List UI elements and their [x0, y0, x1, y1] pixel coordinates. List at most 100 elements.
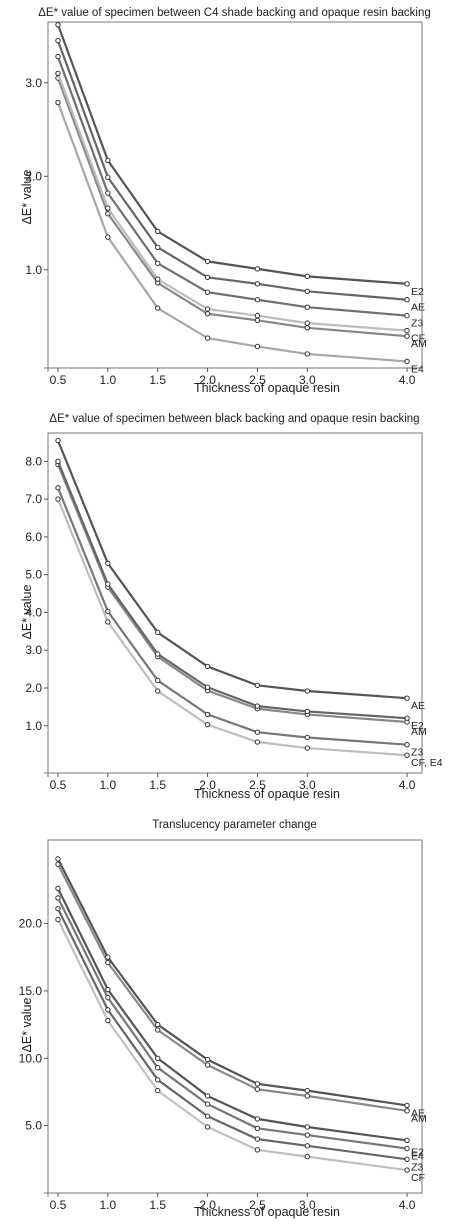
- series-line-am: [56, 463, 408, 724]
- data-point: [304, 1124, 311, 1130]
- chart-panel-black-backing: ΔE* value of specimen between black back…: [0, 405, 469, 810]
- y-tick-label: 3.0: [25, 76, 42, 90]
- series-label: AE: [411, 700, 425, 712]
- data-point: [254, 1116, 261, 1122]
- data-point: [204, 711, 211, 718]
- data-point: [155, 1055, 161, 1061]
- data-point: [304, 320, 311, 326]
- data-point: [304, 1132, 311, 1138]
- data-point: [404, 297, 410, 303]
- data-point: [155, 1064, 161, 1071]
- data-point: [404, 752, 410, 758]
- series-label: E4: [411, 1151, 424, 1163]
- data-point: [55, 496, 61, 502]
- data-point: [105, 234, 111, 240]
- series-label: E2: [411, 286, 424, 298]
- data-point: [105, 560, 111, 567]
- data-point: [105, 205, 111, 211]
- data-point: [105, 954, 111, 960]
- series-label: AM: [411, 338, 427, 350]
- data-point: [254, 729, 261, 735]
- data-point: [404, 333, 410, 339]
- data-point: [55, 99, 61, 106]
- data-point: [55, 885, 61, 892]
- x-tick-label: 2.0: [199, 1198, 216, 1212]
- data-point: [404, 281, 410, 287]
- data-point: [155, 228, 161, 235]
- chart-title: Translucency parameter change: [152, 819, 317, 831]
- data-point: [304, 351, 311, 357]
- data-point: [55, 856, 61, 862]
- data-point: [254, 682, 261, 689]
- x-tick-label: 1.0: [99, 373, 116, 387]
- data-point: [155, 1021, 161, 1028]
- y-tick-label: 1.0: [25, 719, 42, 733]
- data-point: [55, 485, 61, 491]
- chart-plot: 1.0 2.0 3.0 4.0 5.0 6.0 7.0 8.0 0.5 1.0 1.5 2.0 2.5 3…: [25, 432, 443, 792]
- series-line-cf-e4: [56, 498, 408, 757]
- series-line-e4: [56, 102, 408, 363]
- data-point: [304, 273, 311, 280]
- x-tick-label: 3.0: [299, 778, 316, 792]
- x-tick-label: 1.5: [149, 1198, 166, 1212]
- data-point: [404, 1167, 410, 1173]
- series-label: AE: [411, 1107, 425, 1119]
- x-tick-label: 1.0: [99, 1198, 116, 1212]
- series-line-ae: [56, 858, 408, 1107]
- series-label: Z3: [411, 747, 423, 759]
- series-label: E4: [411, 363, 424, 375]
- data-point: [155, 305, 161, 311]
- data-point: [304, 708, 311, 715]
- y-tick-label: 10.0: [19, 1051, 43, 1065]
- data-point: [105, 174, 111, 180]
- data-point: [105, 157, 111, 164]
- series-line-e2: [56, 24, 408, 285]
- data-point: [155, 1027, 161, 1033]
- data-point: [105, 1007, 111, 1013]
- data-point: [254, 739, 261, 745]
- plot-frame: [47, 839, 423, 1194]
- x-axis-title: Thickness of opaque resin: [194, 787, 340, 801]
- chart-plot: 5.0 10.0 15.0 20.0 0.5 1.0 1.5 2.0 2.5 3.0 4.0 AEAM…: [19, 839, 427, 1212]
- x-tick-label: 1.0: [99, 778, 116, 792]
- data-point: [254, 266, 261, 272]
- data-point: [254, 312, 261, 319]
- data-point: [55, 22, 61, 28]
- data-point: [105, 190, 111, 196]
- plot-frame: [47, 21, 423, 369]
- data-point: [254, 1081, 261, 1087]
- data-point: [55, 38, 61, 44]
- y-tick-label: 4.0: [25, 605, 42, 619]
- data-point: [155, 260, 161, 266]
- y-tick-label: 1.0: [25, 263, 42, 277]
- y-tick-label: 3.0: [25, 643, 42, 657]
- series-label: CF, E4: [411, 757, 443, 769]
- x-tick-label: 2.5: [249, 1198, 266, 1212]
- data-point: [204, 335, 211, 341]
- series-line-z3: [56, 908, 408, 1161]
- x-tick-label: 0.5: [50, 1198, 67, 1212]
- data-point: [404, 1145, 410, 1152]
- data-point: [254, 1147, 261, 1153]
- series-label: AM: [411, 726, 427, 738]
- data-point: [105, 994, 111, 1001]
- series-label: E2: [411, 1146, 424, 1158]
- chart-title: ΔE* value of specimen between black back…: [49, 413, 420, 425]
- data-point: [304, 304, 311, 310]
- data-point: [404, 327, 410, 334]
- y-tick-label: 15.0: [19, 984, 43, 998]
- data-point: [254, 281, 261, 287]
- data-point: [404, 312, 410, 319]
- data-point: [155, 244, 161, 251]
- data-point: [204, 311, 211, 317]
- data-point: [404, 1156, 410, 1163]
- x-tick-label: 4.0: [399, 373, 416, 387]
- series-label: Z3: [411, 318, 423, 330]
- data-point: [105, 211, 111, 217]
- data-point: [304, 1153, 311, 1160]
- data-point: [204, 1101, 211, 1107]
- data-point: [254, 297, 261, 303]
- plot-frame: [47, 432, 423, 774]
- data-point: [404, 1108, 410, 1114]
- y-tick-label: 2.0: [25, 169, 42, 183]
